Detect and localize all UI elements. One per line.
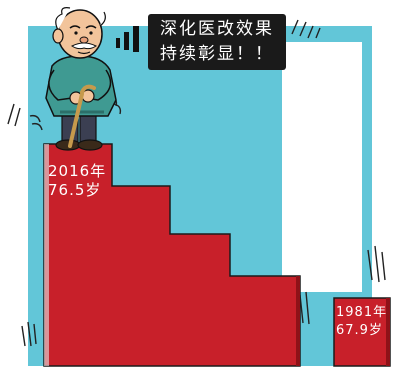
speech-bubble: 深化医改效果 持续彰显！！ xyxy=(148,14,286,70)
shake-lines-left xyxy=(29,114,43,131)
bar-2016-value: 76.5岁 xyxy=(48,181,102,199)
scribble-right xyxy=(367,245,386,283)
bar-1981-year: 1981年 xyxy=(336,305,388,320)
bar-1981-shadow xyxy=(386,298,390,366)
scribble-bottom-left xyxy=(21,321,37,347)
bar-highlight xyxy=(44,144,49,366)
bar-1981 xyxy=(333,297,391,367)
speech-line-1: 深化医改效果 xyxy=(160,19,274,39)
bar-shadow xyxy=(296,276,300,366)
bar-2016-staircase xyxy=(43,143,301,367)
staircase-bars xyxy=(43,143,391,367)
bar-2016-label: 2016年 76.5岁 xyxy=(48,162,106,200)
scribble-middle-right xyxy=(299,291,310,325)
elderly-man-figure xyxy=(45,7,117,151)
scribble-top-right xyxy=(291,19,321,39)
bar-1981-label: 1981年 67.9岁 xyxy=(336,304,387,340)
scribble-left xyxy=(7,103,21,127)
background-highlight xyxy=(282,42,362,292)
bar-2016-year: 2016年 xyxy=(48,162,107,180)
speech-line-2: 持续彰显！！ xyxy=(160,44,274,64)
sound-bars xyxy=(116,26,139,52)
bar-1981-value: 67.9岁 xyxy=(336,323,383,338)
